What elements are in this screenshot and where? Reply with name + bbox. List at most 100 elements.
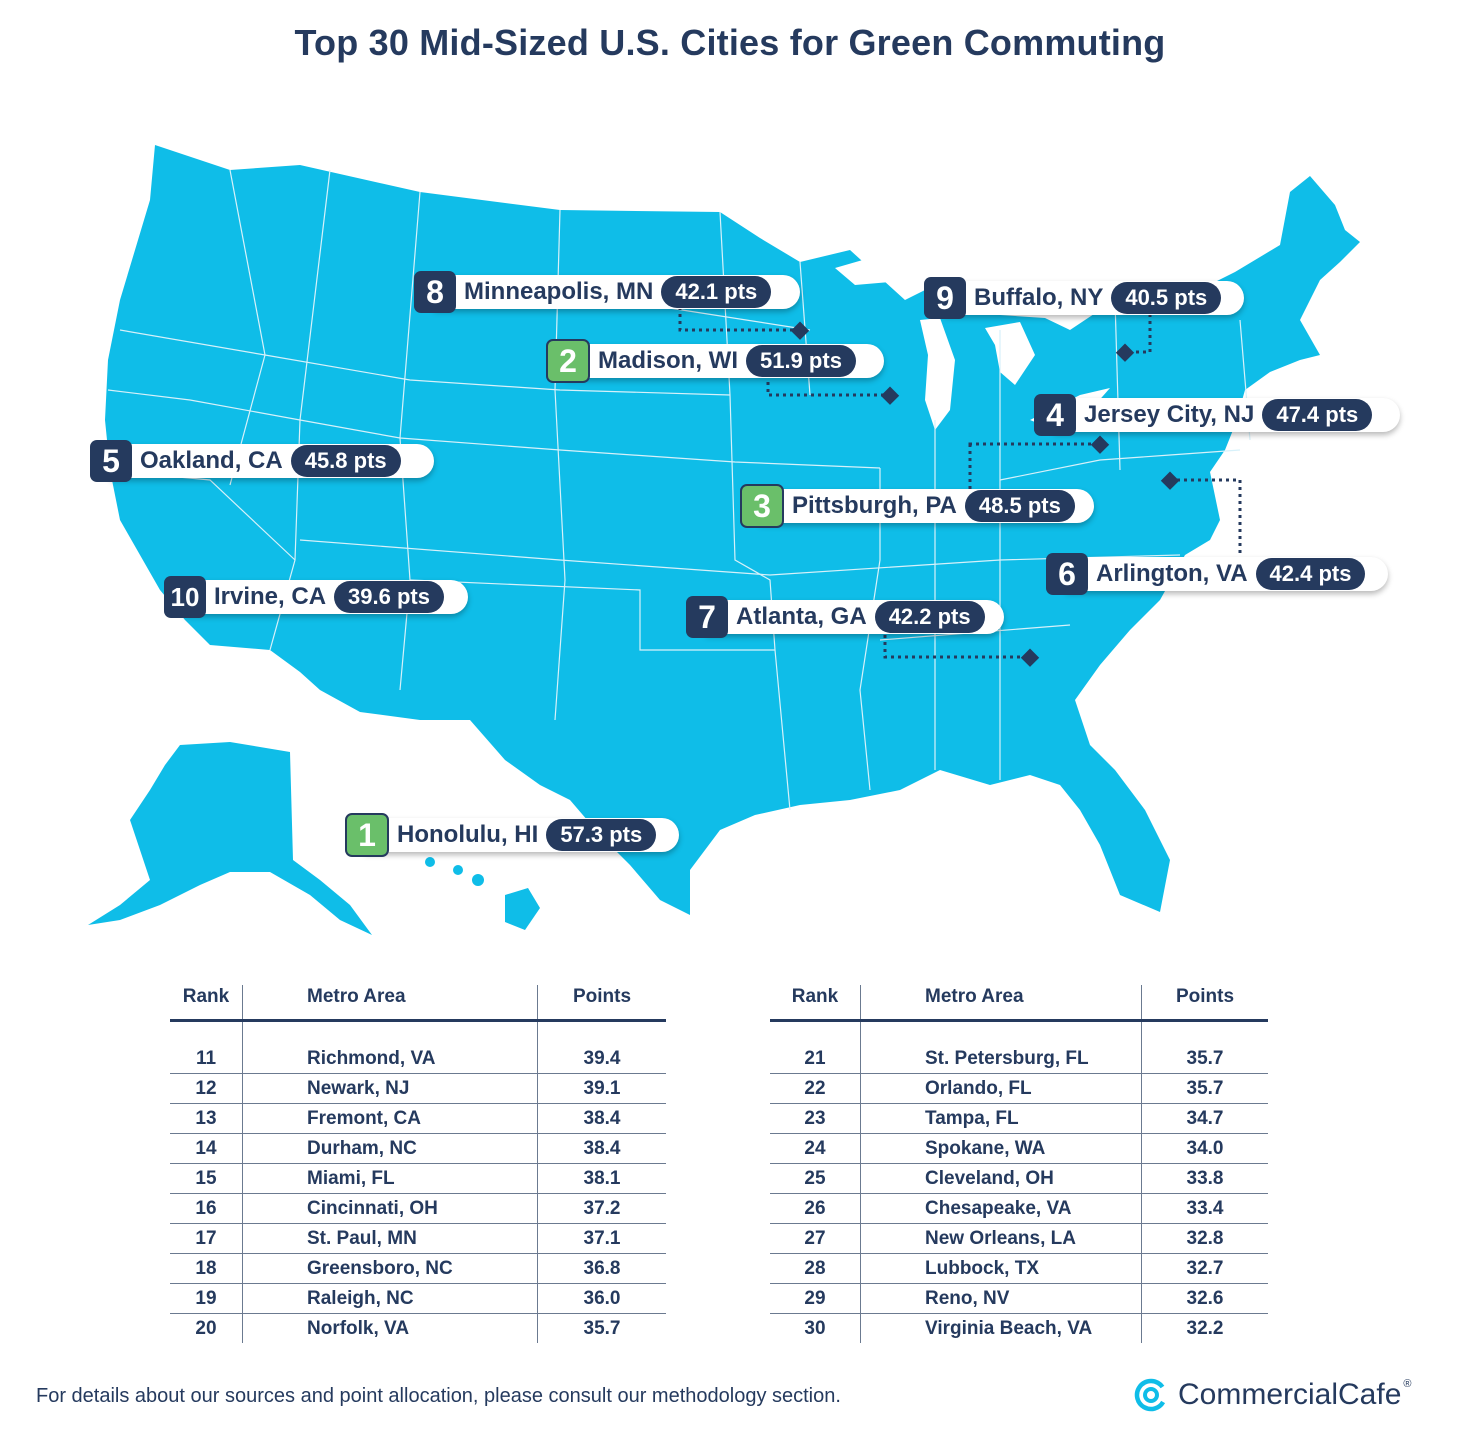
table-row: 27 New Orleans, LA 32.8 xyxy=(770,1223,1268,1254)
points-cell: 39.4 xyxy=(537,1044,666,1074)
table-row: 22 Orlando, FL 35.7 xyxy=(770,1073,1268,1104)
points-pill: 39.6 pts xyxy=(334,581,444,613)
hawaii-big-island xyxy=(505,888,540,930)
table-header-row: Rank Metro Area Points xyxy=(170,985,666,1022)
table-row: 12 Newark, NJ 39.1 xyxy=(170,1073,666,1104)
marker-jersey-city xyxy=(1090,435,1110,454)
rank-cell: 13 xyxy=(170,1103,243,1134)
ranking-table-21-30: Rank Metro Area Points 21 St. Petersburg,… xyxy=(770,985,1268,1343)
table-row: 26 Chesapeake, VA 33.4 xyxy=(770,1193,1268,1224)
city-name: Pittsburgh, PA xyxy=(792,492,957,519)
rank-cell: 20 xyxy=(170,1313,243,1343)
metro-cell: Newark, NJ xyxy=(242,1073,538,1104)
marker-buffalo xyxy=(1115,343,1135,362)
marker-madison xyxy=(880,386,900,405)
metro-cell: Miami, FL xyxy=(242,1163,538,1194)
city-label-rank-5: 5 Oakland, CA 45.8 pts xyxy=(90,440,434,482)
points-cell: 32.8 xyxy=(1141,1223,1268,1254)
us-map xyxy=(88,145,1360,935)
points-cell: 32.6 xyxy=(1141,1283,1268,1314)
points-cell: 37.1 xyxy=(537,1223,666,1254)
table-row: 21 St. Petersburg, FL 35.7 xyxy=(770,1044,1268,1074)
ranking-table-11-20: Rank Metro Area Points 11 Richmond, VA 39.… xyxy=(170,985,666,1343)
lake-huron xyxy=(985,322,1035,385)
points-header: Points xyxy=(537,985,666,1022)
metro-cell: Cincinnati, OH xyxy=(242,1193,538,1224)
points-pill: 42.1 pts xyxy=(661,276,772,308)
points-cell: 34.7 xyxy=(1141,1103,1268,1134)
points-pill: 42.4 pts xyxy=(1255,558,1366,590)
hawaii-island xyxy=(453,865,463,875)
metro-cell: Raleigh, NC xyxy=(242,1283,538,1314)
rank-badge: 2 xyxy=(546,339,590,383)
points-header: Points xyxy=(1141,985,1268,1022)
city-label-rank-7: 7 Atlanta, GA 42.2 pts xyxy=(686,596,1004,638)
table-row: 11 Richmond, VA 39.4 xyxy=(170,1044,666,1074)
table-header-row: Rank Metro Area Points xyxy=(770,985,1268,1022)
rank-badge: 3 xyxy=(740,484,784,528)
rank-header: Rank xyxy=(170,985,243,1022)
leader-lines xyxy=(678,300,1242,659)
lake-michigan xyxy=(920,318,955,430)
points-cell: 38.1 xyxy=(537,1163,666,1194)
table-row: 29 Reno, NV 32.6 xyxy=(770,1283,1268,1314)
city-label-rank-9: 9 Buffalo, NY 40.5 pts xyxy=(924,277,1244,319)
rank-cell: 30 xyxy=(770,1313,861,1343)
metro-header: Metro Area xyxy=(242,985,538,1022)
rank-badge: 4 xyxy=(1034,394,1076,436)
table-row: 13 Fremont, CA 38.4 xyxy=(170,1103,666,1134)
table-row: 14 Durham, NC 38.4 xyxy=(170,1133,666,1164)
city-name: Arlington, VA xyxy=(1096,560,1248,587)
rank-cell: 15 xyxy=(170,1163,243,1194)
table-spacer xyxy=(770,1020,1268,1044)
table-row: 18 Greensboro, NC 36.8 xyxy=(170,1253,666,1284)
points-cell: 34.0 xyxy=(1141,1133,1268,1164)
city-label-rank-1: 1 Honolulu, HI 57.3 pts xyxy=(345,813,679,857)
rank-badge: 1 xyxy=(345,813,389,857)
registered-mark: ® xyxy=(1403,1378,1412,1390)
rank-cell: 26 xyxy=(770,1193,861,1224)
rank-cell: 27 xyxy=(770,1223,861,1254)
brand-name: CommercialCafe xyxy=(1178,1378,1402,1411)
rank-header: Rank xyxy=(770,985,861,1022)
city-label-rank-2: 2 Madison, WI 51.9 pts xyxy=(546,339,884,383)
metro-cell: St. Paul, MN xyxy=(242,1223,538,1254)
rank-cell: 16 xyxy=(170,1193,243,1224)
points-cell: 32.7 xyxy=(1141,1253,1268,1284)
metro-cell: Durham, NC xyxy=(242,1133,538,1164)
points-pill: 42.2 pts xyxy=(874,601,985,633)
table-spacer xyxy=(170,1020,666,1044)
metro-cell: Richmond, VA xyxy=(242,1044,538,1074)
rank-cell: 19 xyxy=(170,1283,243,1314)
metro-cell: Orlando, FL xyxy=(860,1073,1142,1104)
rank-cell: 22 xyxy=(770,1073,861,1104)
metro-cell: Virginia Beach, VA xyxy=(860,1313,1142,1343)
city-markers xyxy=(790,321,1180,667)
table-row: 15 Miami, FL 38.1 xyxy=(170,1163,666,1194)
methodology-footnote: For details about our sources and point … xyxy=(36,1385,841,1407)
marker-minneapolis xyxy=(790,321,810,340)
metro-cell: Chesapeake, VA xyxy=(860,1193,1142,1224)
rank-badge: 6 xyxy=(1046,553,1088,595)
rank-cell: 24 xyxy=(770,1133,861,1164)
rank-badge: 5 xyxy=(90,440,132,482)
city-name: Irvine, CA xyxy=(214,583,327,610)
city-label-rank-10: 10 Irvine, CA 39.6 pts xyxy=(164,576,468,618)
rank-cell: 21 xyxy=(770,1044,861,1074)
table-row: 20 Norfolk, VA 35.7 xyxy=(170,1313,666,1343)
city-name: Minneapolis, MN xyxy=(464,278,654,305)
points-cell: 36.8 xyxy=(537,1253,666,1284)
metro-cell: Lubbock, TX xyxy=(860,1253,1142,1284)
table-body: 11 Richmond, VA 39.4 12 Newark, NJ 39.1 13 Frem… xyxy=(170,1020,666,1343)
points-cell: 38.4 xyxy=(537,1133,666,1164)
city-name: Atlanta, GA xyxy=(736,603,867,630)
marker-arlington xyxy=(1160,471,1180,490)
city-label-rank-6: 6 Arlington, VA 42.4 pts xyxy=(1046,553,1388,595)
metro-cell: Reno, NV xyxy=(860,1283,1142,1314)
brand-logo: CommercialCafe ® xyxy=(1134,1378,1412,1412)
rank-cell: 25 xyxy=(770,1163,861,1194)
city-name: Honolulu, HI xyxy=(397,821,539,848)
points-pill: 47.4 pts xyxy=(1262,399,1373,431)
points-cell: 37.2 xyxy=(537,1193,666,1224)
metro-cell: Norfolk, VA xyxy=(242,1313,538,1343)
